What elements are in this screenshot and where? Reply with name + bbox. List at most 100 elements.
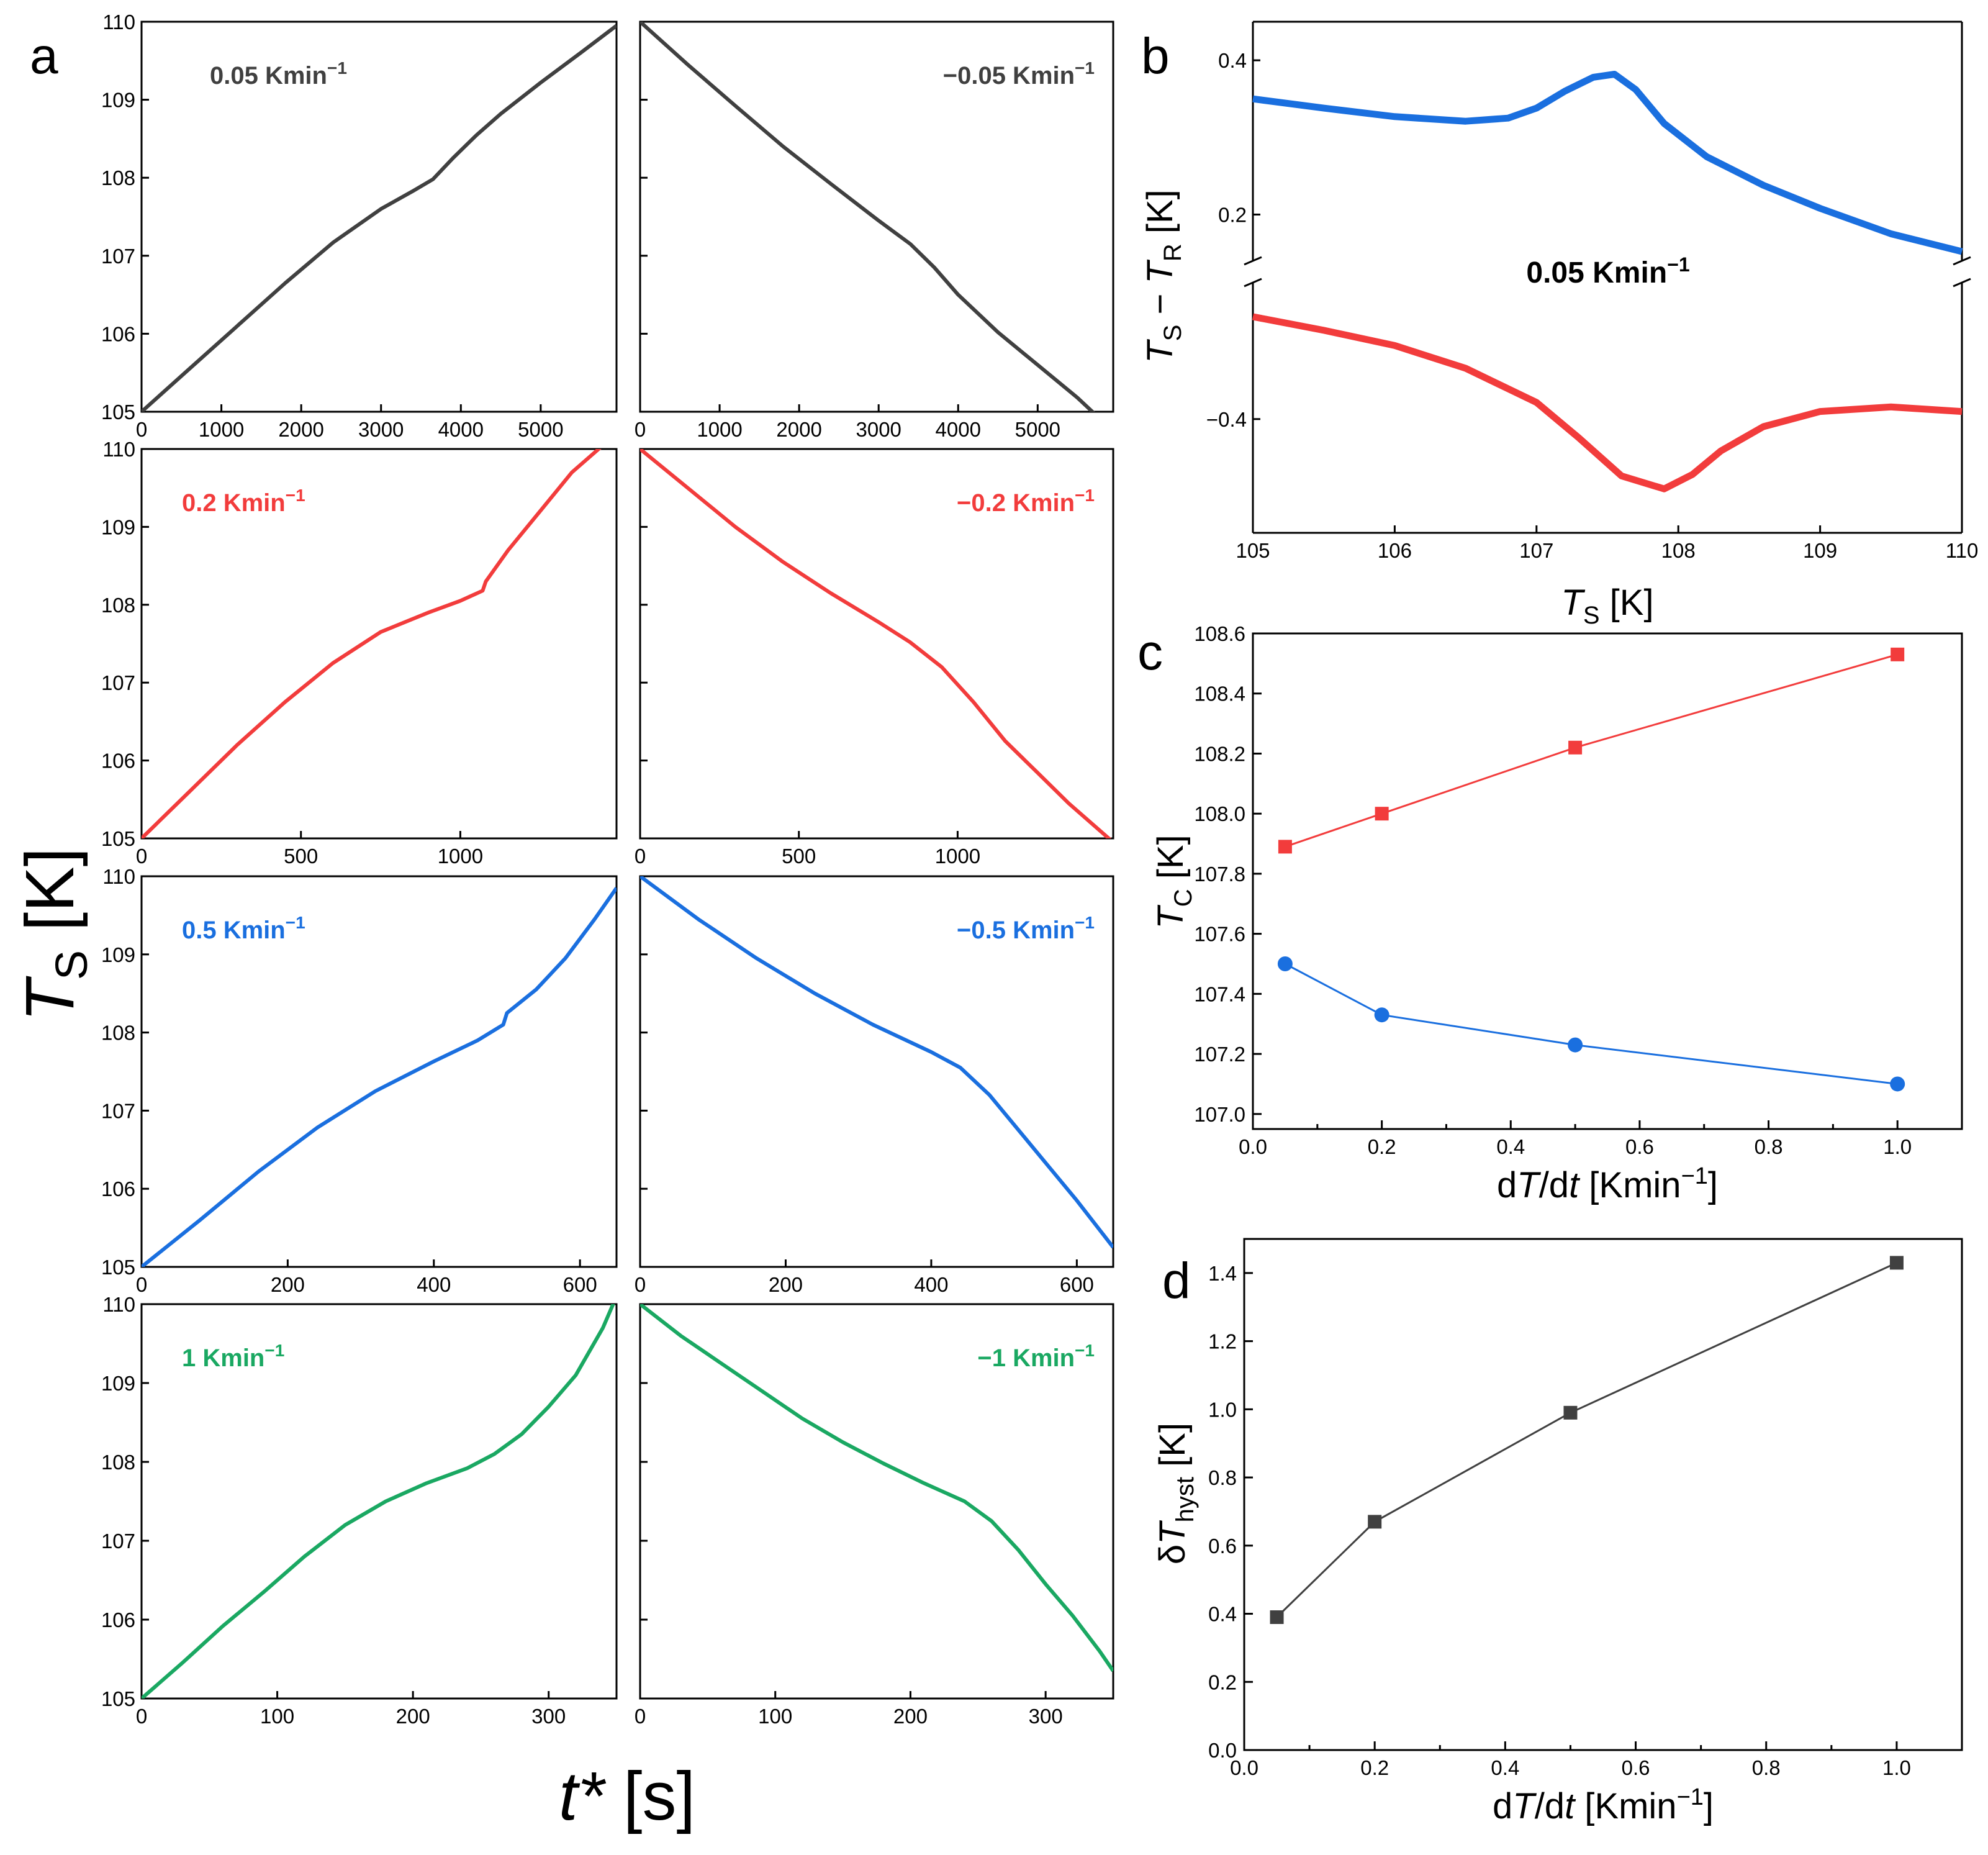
x-axis-label: TS [K]: [1561, 583, 1653, 629]
y-tick-label: 107: [101, 1530, 135, 1553]
rate-label: −0.2 Kmin−1: [957, 486, 1095, 517]
x-tick-label: 600: [563, 1273, 597, 1296]
x-tick-label: 0.6: [1625, 1135, 1654, 1158]
plot-frame: [639, 20, 1114, 413]
rate-label: −0.05 Kmin−1: [943, 58, 1095, 89]
x-tick-label: 4000: [438, 418, 484, 441]
panel-a: 0 1000 2000 3000 4000 50001051061071081091100…: [101, 11, 1114, 1728]
data-point-cooling: [1374, 1007, 1389, 1023]
x-tick-label: 0.4: [1496, 1135, 1525, 1158]
x-tick-label: 1.0: [1883, 1135, 1912, 1158]
x-tick-label: 500: [284, 845, 318, 868]
series-line: [142, 449, 602, 838]
y-tick-label: 106: [101, 1177, 135, 1200]
series-line: [142, 887, 617, 1267]
y-tick-label: 107.6: [1194, 923, 1245, 946]
x-tick-label: 106: [1378, 539, 1412, 562]
y-tick-label: 107.0: [1194, 1103, 1245, 1126]
data-point-heating: [1891, 647, 1905, 661]
x-tick-label: 0.8: [1752, 1756, 1781, 1779]
x-tick-label: 109: [1803, 539, 1837, 562]
chart-title: 0.05 Kmin−1: [1526, 253, 1689, 289]
y-tick-label: 108: [101, 1022, 135, 1045]
axis-break-mark: [1244, 256, 1262, 266]
x-tick-label: 110: [1946, 539, 1979, 562]
y-tick-label: 106: [101, 750, 135, 773]
y-tick-label: 108: [101, 594, 135, 617]
y-tick-label: 110: [102, 438, 135, 461]
x-tick-label: 0.0: [1230, 1756, 1258, 1779]
x-tick-label: 1000: [199, 418, 244, 441]
y-tick-label: 1.4: [1208, 1262, 1237, 1285]
x-tick-label: 2000: [776, 418, 821, 441]
panel-b: 105 106 107 108 109 110 0.2 0.4 −0.4 0.05 Kmin−1 T…: [1140, 20, 1979, 629]
data-point-hysteresis: [1368, 1515, 1382, 1529]
series-cooling: [1252, 313, 1963, 492]
x-tick-label: 600: [1060, 1273, 1094, 1296]
series-line-hysteresis: [1276, 1262, 1897, 1618]
plot-frame: [1252, 632, 1963, 1130]
data-point-cooling: [1568, 1037, 1583, 1053]
panel-d: 0.0 0.2 0.4 0.6 0.8 1.0 0.0 0.2 0.4 0.6 0.8 1.0 1.2 1…: [1152, 1238, 1963, 1826]
series-line-heating: [1285, 653, 1898, 848]
axis-break-mark: [1953, 278, 1971, 288]
panel-letter-b: b: [1141, 28, 1170, 84]
x-tick-label: 300: [1029, 1705, 1063, 1728]
series-line: [640, 22, 1095, 412]
y-tick-label: 0.4: [1218, 49, 1247, 72]
x-tick-label: 0: [635, 845, 646, 868]
data-point-hysteresis: [1889, 1256, 1904, 1270]
y-tick-label: 108.4: [1194, 683, 1245, 705]
x-tick-label: 1.0: [1882, 1756, 1911, 1779]
y-tick-label: 106: [101, 1608, 135, 1631]
data-point-hysteresis: [1563, 1405, 1578, 1420]
series-line-cooling: [1285, 963, 1898, 1085]
plot-frame: [140, 20, 618, 413]
x-tick-label: 200: [769, 1273, 803, 1296]
y-tick-label: 105: [101, 401, 135, 424]
series-line: [142, 24, 617, 412]
subplot-a-cool-0.2: 0 500 1000 −0.2 Kmin−1: [635, 448, 1114, 868]
rate-label: 0.05 Kmin−1: [210, 58, 347, 89]
x-tick-label: 300: [531, 1705, 566, 1728]
plot-frame: [140, 1303, 618, 1700]
x-tick-label: 0: [635, 418, 646, 441]
x-tick-label: 200: [893, 1705, 928, 1728]
subplot-a-heat-0.05: 0 1000 2000 3000 4000 5000 105 106 107 108 109 110 0…: [101, 11, 618, 441]
x-tick-label: 2000: [278, 418, 323, 441]
axis-break-mark: [1244, 278, 1262, 288]
y-tick-label: 107.8: [1194, 863, 1245, 886]
x-tick-label: 100: [260, 1705, 294, 1728]
data-point-hysteresis: [1270, 1610, 1284, 1625]
x-tick-label: 0.0: [1239, 1135, 1267, 1158]
data-point-heating: [1278, 840, 1292, 854]
subplot-a-heat-0.5: 0 200 400 600 105 106 107 108 109 110 0.5 Kmin−1: [101, 865, 618, 1296]
panel-c: 0.0 0.2 0.4 0.6 0.8 1.0 107.0 107.2 107.4 107.6 10…: [1150, 622, 1963, 1205]
series-line: [640, 876, 1113, 1249]
rate-label: 1 Kmin−1: [182, 1341, 284, 1372]
x-tick-label: 1000: [697, 418, 742, 441]
plot-frame: [1243, 1238, 1963, 1751]
subplot-a-heat-0.2: 0 500 1000 105 106 107 108 109 110 0.2 Kmin−1: [101, 438, 618, 868]
rate-label: −0.5 Kmin−1: [957, 913, 1095, 944]
panel-letter-a: a: [30, 28, 58, 84]
x-tick-label: 105: [1236, 539, 1270, 562]
rate-label: −1 Kmin−1: [977, 1341, 1095, 1372]
y-tick-label: 105: [101, 827, 135, 850]
x-tick-label: 400: [417, 1273, 451, 1296]
x-tick-label: 0.4: [1491, 1756, 1519, 1779]
x-tick-label: 5000: [518, 418, 563, 441]
x-tick-label: 1000: [438, 845, 483, 868]
y-axis-label: TS − TR [K]: [1140, 189, 1186, 363]
x-tick-label: 3000: [358, 418, 404, 441]
x-tick-label: 1000: [935, 845, 980, 868]
y-tick-label: 108.2: [1194, 742, 1245, 765]
y-tick-label: 105: [101, 1256, 135, 1279]
y-tick-label: 106: [101, 322, 135, 345]
x-tick-label: 108: [1661, 539, 1696, 562]
x-tick-label: 0: [136, 418, 147, 441]
y-tick-label: 109: [101, 1372, 135, 1395]
data-point-cooling: [1890, 1076, 1905, 1092]
x-axis-label: dT/dt [Kmin−1]: [1493, 1784, 1714, 1826]
y-tick-label: 107: [101, 1099, 135, 1122]
